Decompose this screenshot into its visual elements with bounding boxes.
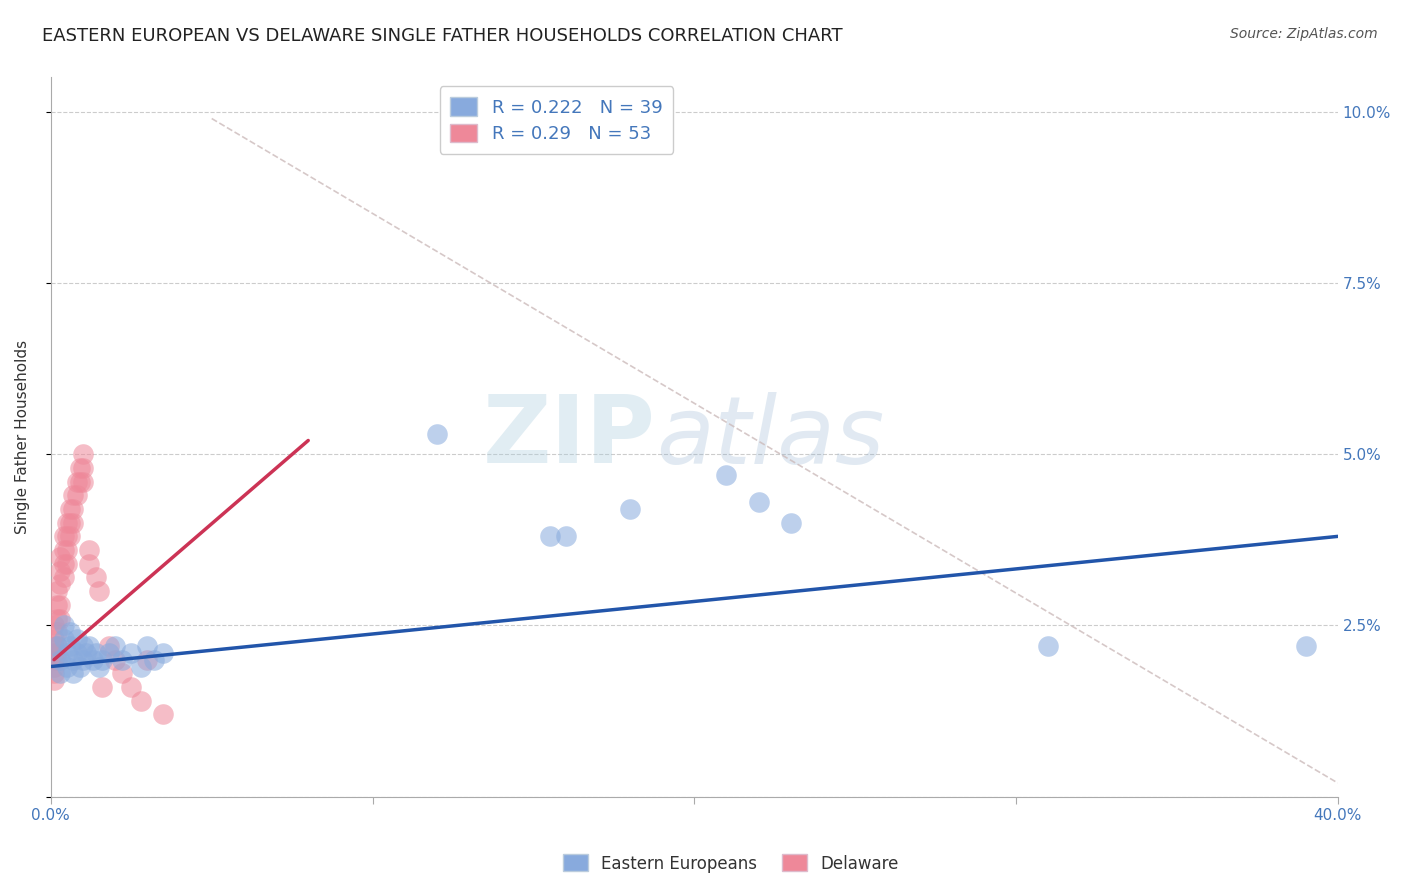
Point [1295, 639, 1317, 653]
Point [59, 639, 82, 653]
Point [538, 529, 561, 543]
Point [52, 632, 75, 647]
Point [49, 577, 72, 591]
Point [152, 646, 174, 660]
Point [91, 653, 114, 667]
Text: atlas: atlas [655, 392, 884, 483]
Point [62, 666, 84, 681]
Point [42, 673, 65, 688]
Point [62, 653, 84, 667]
Point [42, 659, 65, 673]
Point [49, 549, 72, 564]
Point [104, 639, 127, 653]
Point [65, 632, 87, 647]
Point [42, 618, 65, 632]
Point [1038, 639, 1060, 653]
Point [49, 611, 72, 625]
Point [79, 557, 101, 571]
Legend: Eastern Europeans, Delaware: Eastern Europeans, Delaware [557, 847, 905, 880]
Point [110, 653, 132, 667]
Point [65, 475, 87, 489]
Point [129, 659, 152, 673]
Point [87, 584, 110, 599]
Point [49, 653, 72, 667]
Point [46, 611, 69, 625]
Point [97, 646, 120, 660]
Text: ZIP: ZIP [482, 391, 655, 483]
Point [129, 694, 152, 708]
Point [779, 516, 801, 530]
Point [65, 646, 87, 660]
Point [52, 618, 75, 632]
Point [49, 666, 72, 681]
Point [42, 639, 65, 653]
Point [104, 653, 127, 667]
Point [56, 646, 79, 660]
Point [136, 639, 159, 653]
Point [748, 495, 770, 509]
Point [59, 529, 82, 543]
Point [46, 625, 69, 640]
Point [62, 516, 84, 530]
Point [79, 639, 101, 653]
Point [56, 659, 79, 673]
Point [69, 475, 91, 489]
Text: EASTERN EUROPEAN VS DELAWARE SINGLE FATHER HOUSEHOLDS CORRELATION CHART: EASTERN EUROPEAN VS DELAWARE SINGLE FATH… [42, 27, 842, 45]
Point [619, 502, 641, 516]
Point [97, 639, 120, 653]
Point [42, 666, 65, 681]
Point [69, 461, 91, 475]
Point [52, 529, 75, 543]
Point [46, 653, 69, 667]
Legend: R = 0.222   N = 39, R = 0.29   N = 53: R = 0.222 N = 39, R = 0.29 N = 53 [440, 87, 673, 154]
Point [65, 488, 87, 502]
Point [152, 707, 174, 722]
Point [87, 659, 110, 673]
Point [56, 543, 79, 558]
Point [46, 639, 69, 653]
Point [426, 426, 449, 441]
Point [59, 625, 82, 640]
Point [142, 653, 165, 667]
Point [72, 475, 94, 489]
Point [56, 557, 79, 571]
Point [72, 639, 94, 653]
Point [91, 680, 114, 694]
Point [56, 516, 79, 530]
Point [79, 543, 101, 558]
Point [120, 646, 142, 660]
Point [110, 666, 132, 681]
Point [75, 646, 97, 660]
Point [554, 529, 576, 543]
Point [42, 632, 65, 647]
Point [56, 529, 79, 543]
Point [72, 447, 94, 461]
Point [136, 653, 159, 667]
Point [72, 461, 94, 475]
Point [69, 659, 91, 673]
Point [72, 653, 94, 667]
Point [84, 570, 107, 584]
Point [52, 570, 75, 584]
Point [52, 543, 75, 558]
Point [49, 598, 72, 612]
Point [62, 488, 84, 502]
Point [84, 646, 107, 660]
Point [49, 564, 72, 578]
Point [42, 646, 65, 660]
Text: Source: ZipAtlas.com: Source: ZipAtlas.com [1230, 27, 1378, 41]
Point [59, 516, 82, 530]
Y-axis label: Single Father Households: Single Father Households [15, 340, 30, 534]
Point [46, 598, 69, 612]
Point [59, 502, 82, 516]
Point [716, 467, 738, 482]
Point [120, 680, 142, 694]
Point [42, 653, 65, 667]
Point [46, 639, 69, 653]
Point [52, 557, 75, 571]
Point [46, 646, 69, 660]
Point [62, 502, 84, 516]
Point [46, 584, 69, 599]
Point [82, 653, 104, 667]
